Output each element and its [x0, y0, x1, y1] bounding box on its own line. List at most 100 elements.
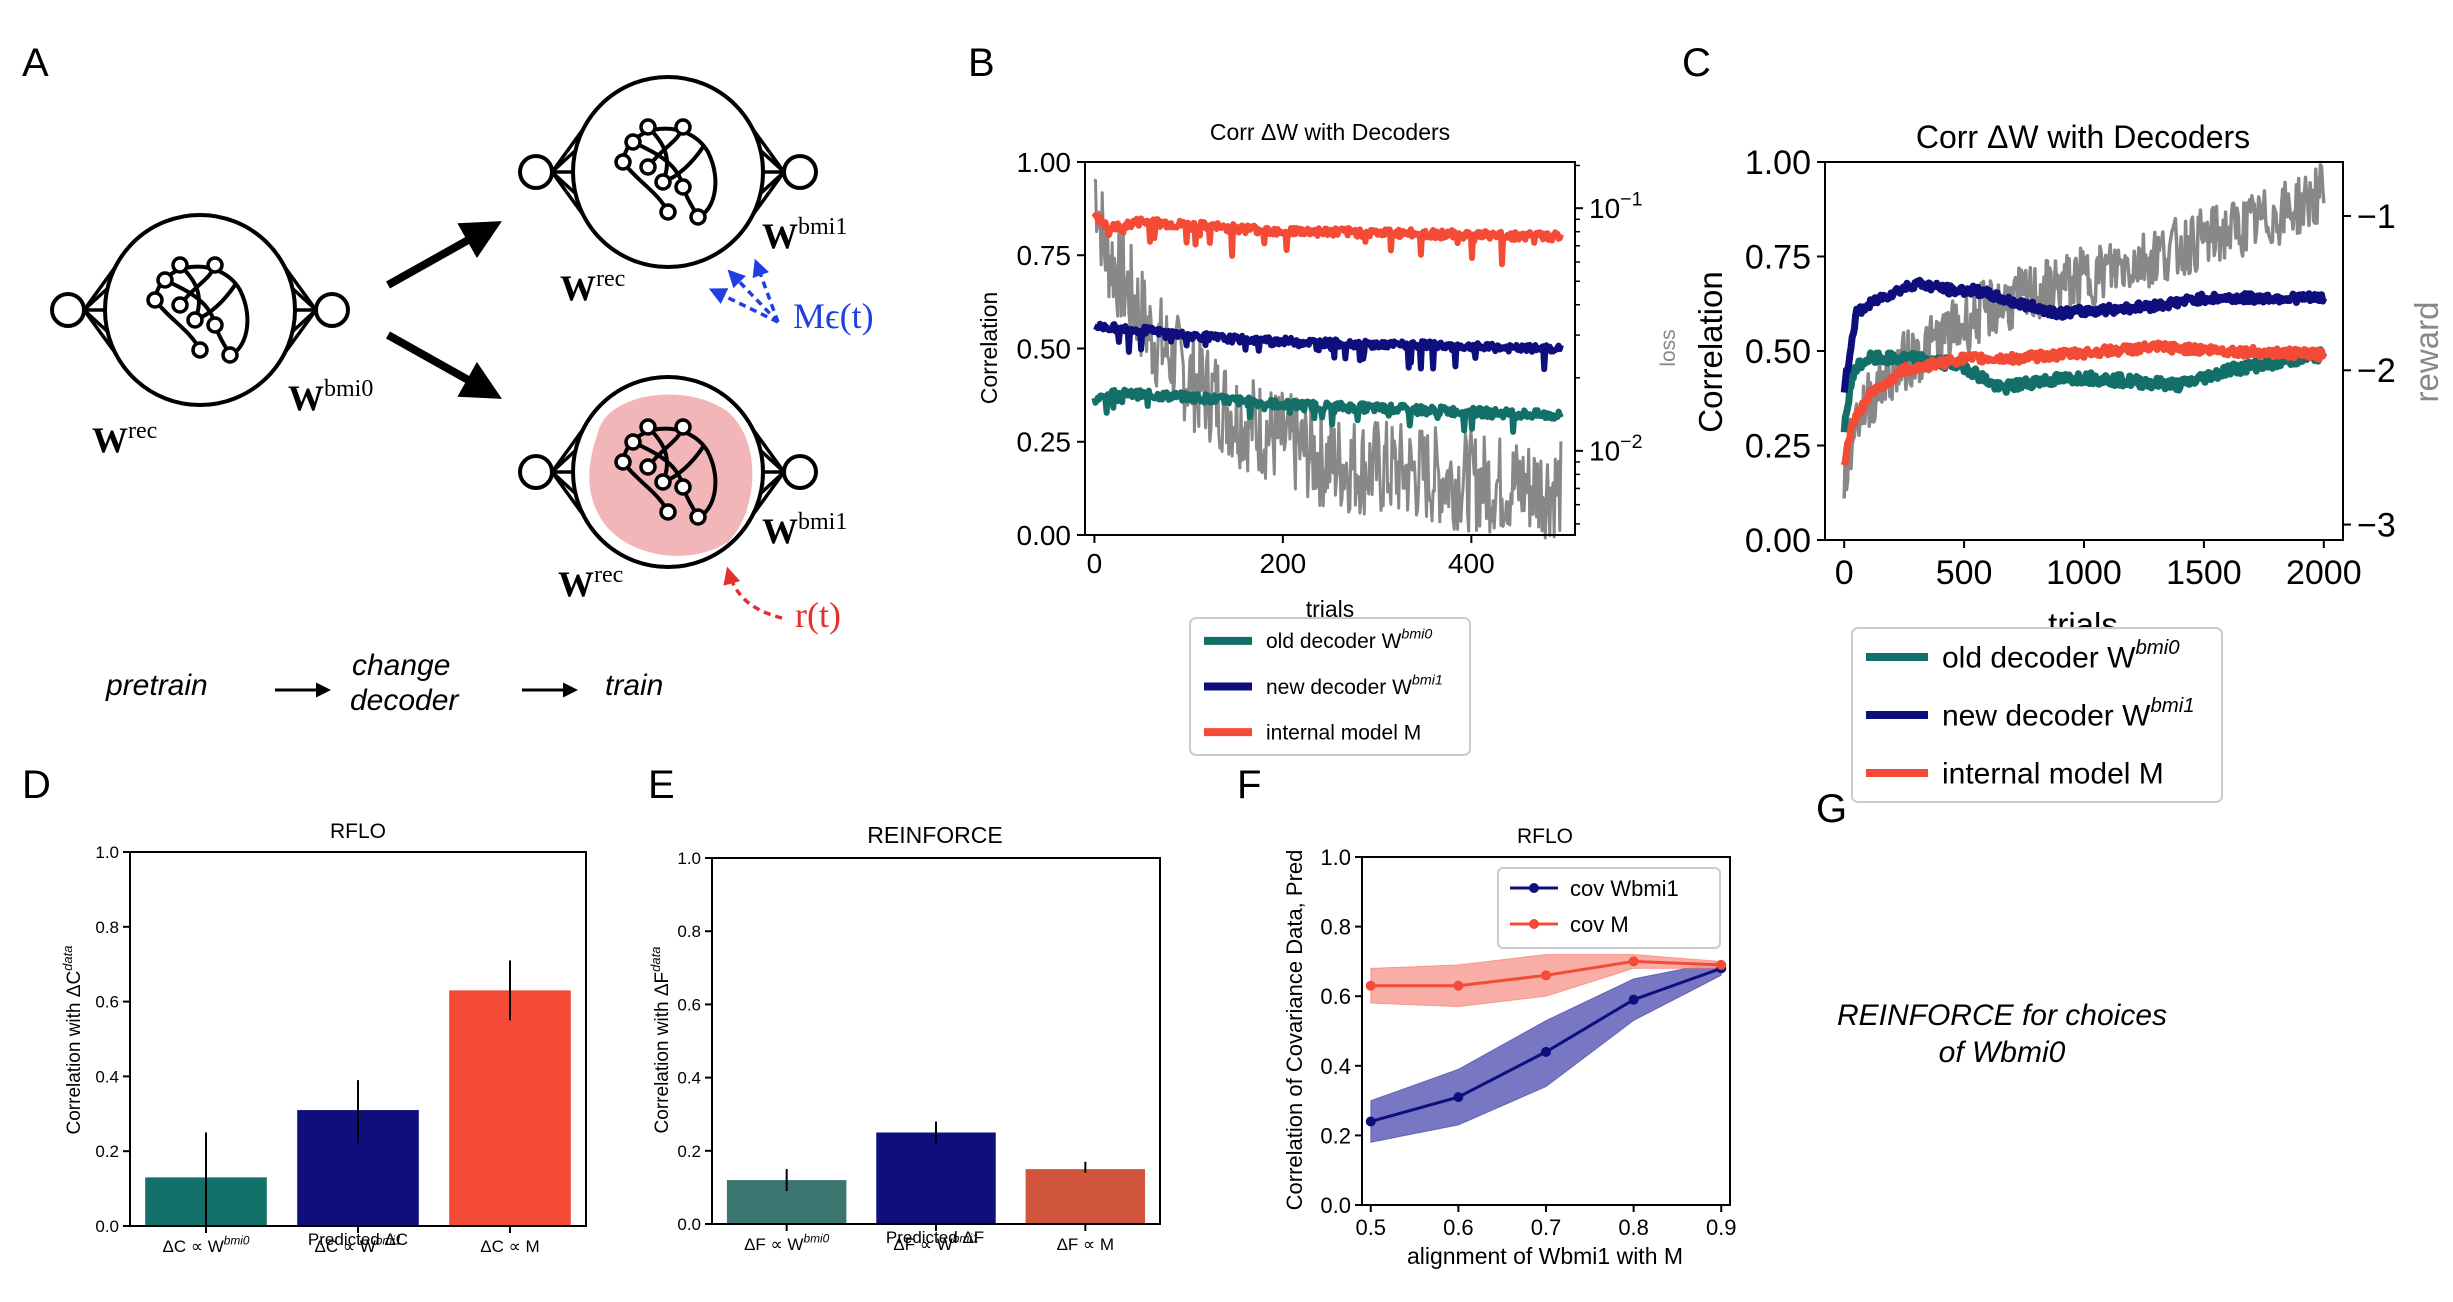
panel-g: REINFORCE for choices of Wbmi0: [1837, 999, 2167, 1069]
label-wrec-a: Wrec: [92, 418, 157, 460]
c-series-new-decoder: [1840, 276, 2328, 393]
e-ytick-label: 1.0: [677, 849, 701, 868]
label-m-epsilon: Mϵ(t): [793, 296, 874, 336]
d-ytick-label: 0.2: [95, 1142, 119, 1161]
b-ytick-label: 1.00: [1017, 147, 1072, 178]
d-ytick-label: 0.0: [95, 1217, 119, 1236]
e-bar: [1025, 1169, 1146, 1224]
c-xtick-label: 1500: [2166, 554, 2242, 592]
c-y2tick-label: −1: [2357, 198, 2396, 236]
chart-e-title: REINFORCE: [867, 822, 1002, 848]
f-xtick-label: 0.9: [1706, 1215, 1737, 1240]
chart-e: REINFORCE ΔF ∝ Wbmi0 ΔF ∝ Wbmi1 ΔF ∝ M 0.0 0…: [648, 822, 1161, 1254]
f-ytick-label: 0.8: [1320, 915, 1351, 940]
b-xtick-label: 0: [1087, 548, 1103, 579]
f-xtick-label: 0.6: [1443, 1215, 1474, 1240]
chart-f-xlabel: alignment of Wbmi1 with M: [1407, 1243, 1683, 1269]
e-xtick-label: ΔF ∝ M: [1057, 1235, 1115, 1254]
chart-b: Corr ΔW with Decoders 0.00 0.25 0.50 0.75 1.…: [976, 119, 1680, 756]
c-ytick-label: 0.75: [1745, 238, 1811, 276]
d-bar: [449, 990, 571, 1226]
b-series-old-decoder: [1091, 386, 1564, 435]
d-xtick-label: ΔC ∝ M: [480, 1237, 539, 1256]
f-ytick-label: 0.6: [1320, 984, 1351, 1009]
c-xtick-label: 0: [1835, 554, 1854, 592]
f-legend-marker: [1529, 883, 1539, 893]
arrow-down: [386, 331, 502, 399]
chart-e-ylabel: Correlation with ΔFdata: [648, 947, 673, 1134]
panel-letter-f: F: [1237, 763, 1261, 807]
f-legend-label: cov Wbmi1: [1570, 876, 1679, 901]
f-legend-marker: [1529, 919, 1539, 929]
d-ytick-label: 0.4: [95, 1067, 119, 1086]
f-point: [1541, 1046, 1551, 1057]
b-y2tick-label: 10−2: [1589, 431, 1643, 467]
f-point: [1716, 959, 1727, 970]
panel-letter-g: G: [1816, 787, 1847, 831]
b-xtick-label: 200: [1260, 548, 1307, 579]
label-wbmi1-b: Wbmi1: [762, 214, 847, 256]
chart-c-title: Corr ΔW with Decoders: [1916, 119, 2250, 155]
c-series-reward: [1842, 163, 2326, 499]
c-legend-label: new decoder Wbmi1: [1942, 695, 2195, 733]
f-point: [1541, 970, 1551, 981]
c-ytick-label: 0.00: [1745, 522, 1811, 560]
f-point: [1365, 980, 1376, 991]
flow-pretrain: pretrain: [105, 669, 208, 702]
d-xtick-label: ΔC ∝ Wbmi0: [162, 1233, 249, 1256]
label-wbmi1-c: Wbmi1: [762, 509, 847, 551]
b-legend-label: old decoder Wbmi0: [1266, 627, 1432, 653]
flow-decoder: decoder: [350, 684, 459, 717]
f-xtick-label: 0.5: [1355, 1215, 1386, 1240]
blue-dashed-arrows: [708, 258, 780, 324]
e-ytick-label: 0.0: [677, 1215, 701, 1234]
f-ytick-label: 0.0: [1320, 1193, 1351, 1218]
e-ytick-label: 0.8: [677, 922, 701, 941]
label-r-t: r(t): [795, 595, 841, 635]
c-legend-label: internal model M: [1942, 758, 2164, 791]
arrow-up: [386, 221, 502, 289]
e-ytick-label: 0.6: [677, 995, 701, 1014]
d-ytick-label: 0.8: [95, 918, 119, 937]
f-legend-label: cov M: [1570, 912, 1629, 937]
f-ytick-label: 0.2: [1320, 1123, 1351, 1148]
b-legend-label: new decoder Wbmi1: [1266, 672, 1443, 698]
c-y2tick-label: −2: [2357, 352, 2396, 390]
e-ytick-label: 0.2: [677, 1142, 701, 1161]
d-ytick-label: 1.0: [95, 843, 119, 862]
b-xtick-label: 400: [1448, 548, 1495, 579]
panel-g-line2: of Wbmi0: [1939, 1036, 2066, 1069]
chart-f-title: RFLO: [1517, 825, 1573, 848]
f-point: [1453, 1092, 1464, 1103]
chart-f: RFLO 0.0 0.2 0.4 0.6 0.8 1.0 0.5 0.6 0.7 0.8 0.9 a…: [1282, 825, 1737, 1269]
flow-train: train: [605, 669, 663, 702]
chart-d-ylabel: Correlation with ΔCdata: [60, 945, 85, 1134]
flow-change: change: [352, 649, 450, 682]
chart-c-ylabel: Correlation: [1692, 271, 1729, 432]
network-bmi1-reward: [518, 375, 818, 569]
chart-e-xlabel: Predicted ΔF: [886, 1228, 984, 1247]
b-ytick-label: 0.75: [1017, 240, 1072, 271]
b-ytick-label: 0.25: [1017, 427, 1072, 458]
red-dashed-arrow: [723, 566, 783, 620]
f-point: [1365, 1116, 1376, 1127]
chart-c-y2label: reward: [2408, 302, 2445, 403]
chart-f-legend: cov Wbmi1 cov M: [1497, 867, 1721, 949]
c-xtick-label: 500: [1936, 554, 1993, 592]
chart-f-ylabel: Correlation of Covariance Data, Pred: [1282, 850, 1307, 1211]
panel-letter-e: E: [648, 763, 675, 807]
e-bar: [876, 1132, 996, 1224]
chart-b-legend: old decoder Wbmi0 new decoder Wbmi1 intern…: [1189, 617, 1471, 756]
chart-b-ylabel: Correlation: [976, 292, 1002, 405]
chart-d: RFLO ΔC ∝ Wbmi0 ΔC ∝ Wbmi1 ΔC ∝ M 0.0 0.2 0.4…: [60, 820, 587, 1256]
chart-d-xlabel: Predicted ΔC: [308, 1230, 408, 1249]
f-xtick-label: 0.7: [1531, 1215, 1562, 1240]
e-xtick-label: ΔF ∝ Wbmi0: [744, 1231, 830, 1254]
c-ytick-label: 0.25: [1745, 427, 1811, 465]
chart-c-legend: old decoder Wbmi0 new decoder Wbmi1 intern…: [1851, 627, 2223, 803]
panel-letter-d: D: [22, 763, 51, 807]
network-pretrain: [50, 213, 350, 407]
c-ytick-label: 0.50: [1745, 333, 1811, 371]
label-wrec-b: Wrec: [560, 266, 625, 308]
